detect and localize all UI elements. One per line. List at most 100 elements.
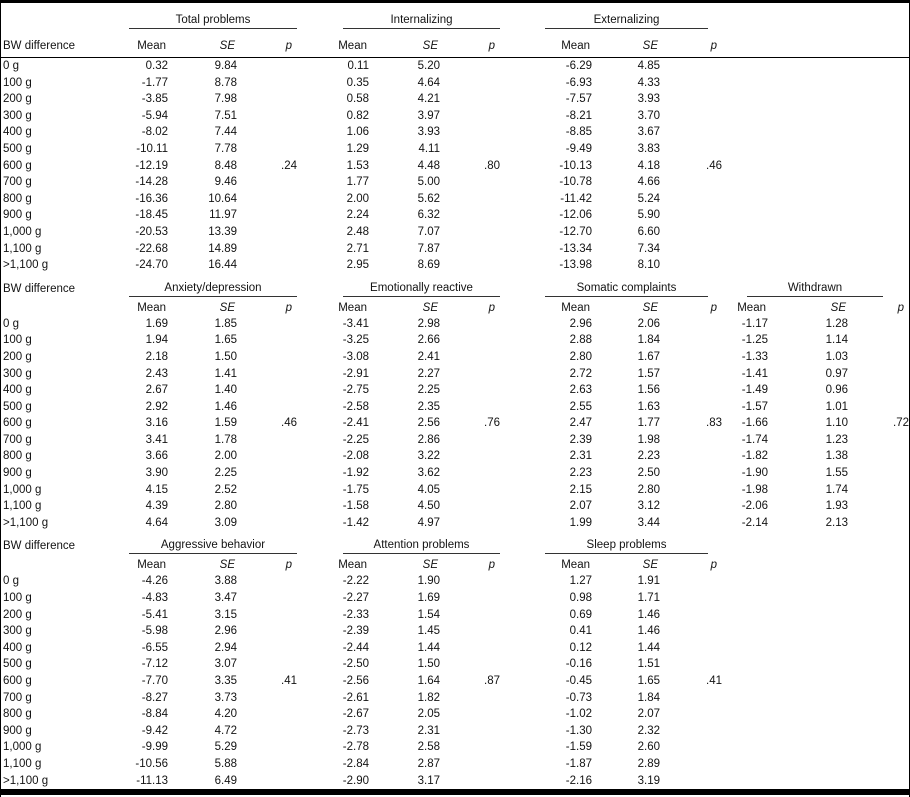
group-header-row: BW difference Aggressive behavior Attentio…: [1, 531, 909, 555]
row-label: 300 g: [3, 367, 32, 380]
table-row: 1,100 g -22.68 14.89 2.71 7.87 -13.34 7.34: [1, 241, 909, 258]
se-value: 8.78: [214, 76, 237, 89]
table-row: 700 g 3.41 1.78 -2.25 2.86 2.39 1.98 -1.74 1.23: [1, 432, 909, 449]
se-value: 7.78: [214, 142, 237, 155]
row-label: 800 g: [3, 708, 32, 721]
mean-value: 1.94: [145, 334, 168, 347]
empty-cell: [660, 465, 722, 482]
mean-value: -5.94: [141, 109, 168, 122]
mean-value: 0.58: [346, 93, 369, 106]
empty-cell: [660, 607, 722, 624]
empty-cell: [440, 623, 500, 640]
mean-value: 1.06: [346, 126, 369, 139]
empty-cell: [440, 174, 500, 191]
empty-cell: [848, 316, 909, 333]
mean-value: -1.90: [741, 467, 768, 480]
row-label: 0 g: [3, 575, 19, 588]
mean-value: -1.75: [342, 483, 369, 496]
empty-cell: [237, 773, 297, 790]
se-value: 1.78: [214, 433, 237, 446]
mean-value: -2.61: [342, 691, 369, 704]
mean-value: -1.77: [141, 76, 168, 89]
mean-value: -2.16: [565, 774, 592, 787]
table-row: >1,100 g -11.13 6.49 -2.90 3.17 -2.16 3.19: [1, 773, 909, 790]
se-value: 2.07: [637, 708, 660, 721]
empty-cell: [660, 773, 722, 790]
mean-column-header: Mean: [338, 40, 367, 52]
se-value: 3.62: [417, 467, 440, 480]
se-value: 2.86: [417, 433, 440, 446]
se-value: 3.44: [637, 516, 660, 529]
se-value: 3.73: [214, 691, 237, 704]
empty-cell: [237, 590, 297, 607]
p-value: .46: [281, 417, 297, 430]
se-value: 2.60: [637, 741, 660, 754]
mean-value: -2.90: [342, 774, 369, 787]
mean-value: 2.95: [346, 259, 369, 272]
p-column-header: p: [488, 301, 495, 314]
row-label: 600 g: [3, 417, 32, 430]
se-value: 7.34: [637, 242, 660, 255]
se-value: 3.67: [637, 126, 660, 139]
table-row: 900 g -9.42 4.72 -2.73 2.31 -1.30 2.32: [1, 723, 909, 740]
mean-value: -20.53: [135, 225, 168, 238]
empty-cell: [237, 706, 297, 723]
mean-value: 3.41: [145, 433, 168, 446]
table-row: 700 g -14.28 9.46 1.77 5.00 -10.78 4.66: [1, 174, 909, 191]
se-value: 2.25: [417, 384, 440, 397]
mean-value: -3.25: [342, 334, 369, 347]
empty-cell: [237, 482, 297, 499]
se-value: 1.03: [825, 350, 848, 363]
empty-cell: [660, 756, 722, 773]
se-value: 4.21: [417, 93, 440, 106]
empty-cell: [237, 141, 297, 158]
empty-cell: [660, 573, 722, 590]
mean-value: -8.21: [565, 109, 592, 122]
se-value: 1.54: [417, 608, 440, 621]
table-row: 1,000 g -20.53 13.39 2.48 7.07 -12.70 6.60: [1, 224, 909, 241]
mean-value: -2.08: [342, 450, 369, 463]
mean-value: 2.31: [569, 450, 592, 463]
group-header-row: Total problems Internalizing Externalizing: [1, 3, 909, 29]
mean-value: -2.22: [342, 575, 369, 588]
mean-value: -6.55: [141, 641, 168, 654]
se-value: 3.83: [637, 142, 660, 155]
mean-value: -1.82: [741, 450, 768, 463]
row-label: 300 g: [3, 625, 32, 638]
mean-value: 4.15: [145, 483, 168, 496]
group-header: Internalizing: [343, 14, 500, 29]
table-row: 200 g -5.41 3.15 -2.33 1.54 0.69 1.46: [1, 607, 909, 624]
row-label: 700 g: [3, 433, 32, 446]
se-value: 2.87: [417, 757, 440, 770]
row-label: 0 g: [3, 60, 19, 72]
row-label: 600 g: [3, 159, 32, 172]
mean-value: -12.70: [559, 225, 592, 238]
mean-value: -9.99: [141, 741, 168, 754]
mean-value: -6.29: [565, 60, 592, 72]
se-column-header: SE: [642, 559, 658, 572]
row-label: 700 g: [3, 176, 32, 189]
empty-cell: [440, 191, 500, 208]
se-value: 2.06: [637, 317, 660, 330]
empty-cell: [237, 91, 297, 108]
empty-cell: [660, 366, 722, 383]
table-section-top: Total problems Internalizing Externalizing…: [1, 3, 909, 274]
empty-cell: [440, 332, 500, 349]
row-label: 200 g: [3, 608, 32, 621]
se-column-header: SE: [219, 559, 235, 572]
row-label: 500 g: [3, 400, 32, 413]
empty-cell: [440, 58, 500, 75]
empty-cell: [1, 27, 123, 29]
se-value: 2.66: [417, 334, 440, 347]
row-label: 400 g: [3, 126, 32, 139]
se-column-header: SE: [642, 301, 658, 314]
empty-cell: [440, 706, 500, 723]
se-value: 2.56: [417, 417, 440, 430]
empty-cell: [660, 332, 722, 349]
table-row: 900 g 3.90 2.25 -1.92 3.62 2.23 2.50 -1.90 1.55: [1, 465, 909, 482]
row-label: 200 g: [3, 350, 32, 363]
empty-cell: [237, 108, 297, 125]
empty-cell: [848, 332, 909, 349]
mean-value: 2.67: [145, 384, 168, 397]
empty-cell: [440, 207, 500, 224]
